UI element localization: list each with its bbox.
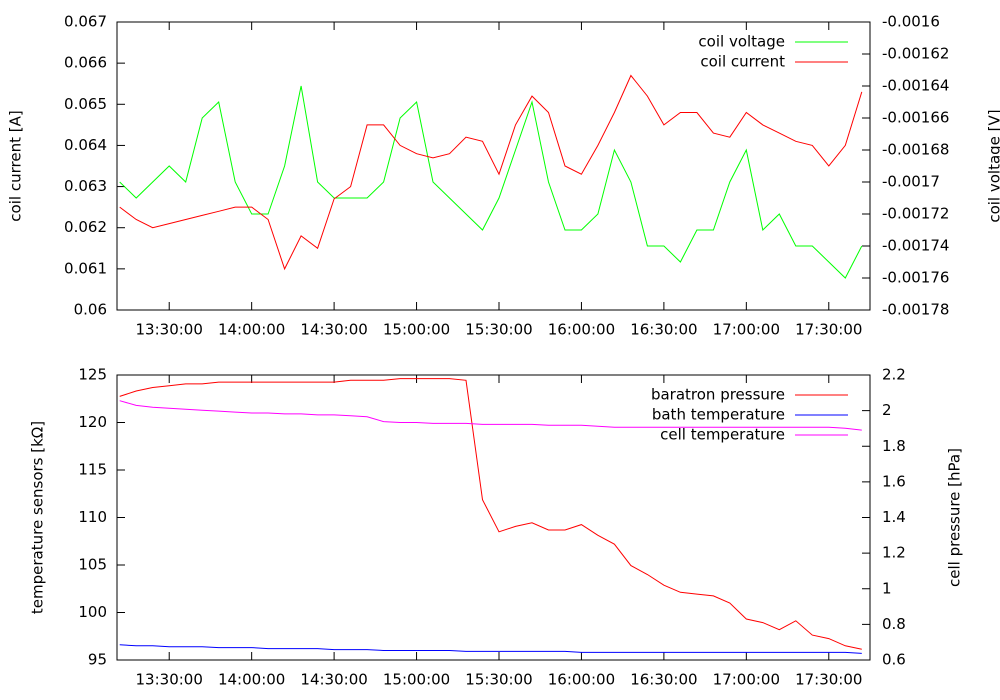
y-tick-label: 105 — [78, 556, 107, 574]
y-tick-label: 0.065 — [64, 95, 107, 113]
series-line — [119, 74, 863, 271]
x-tick-label: 17:00:00 — [713, 321, 780, 339]
y-axis-label: temperature sensors [kΩ] — [29, 421, 47, 614]
y2-tick-label: -0.00168 — [882, 141, 949, 159]
y-tick-label: 0.061 — [64, 259, 107, 277]
y-tick-label: 95 — [88, 651, 107, 669]
y-tick-label: 0.066 — [64, 54, 107, 72]
y2-axis-label: cell pressure [hPa] — [946, 448, 964, 587]
y2-tick-label: 1.6 — [882, 472, 906, 490]
y2-tick-label: 1.8 — [882, 437, 906, 455]
y2-tick-label: 1 — [882, 579, 892, 597]
x-tick-label: 13:30:00 — [136, 671, 203, 689]
y2-tick-label: 0.6 — [882, 651, 906, 669]
y2-tick-label: -0.00172 — [882, 205, 949, 223]
legend-label: coil current — [700, 53, 785, 71]
x-tick-label: 15:00:00 — [383, 321, 450, 339]
y-tick-label: 0.067 — [64, 13, 107, 31]
x-tick-label: 14:00:00 — [218, 321, 285, 339]
y-tick-label: 125 — [78, 366, 107, 384]
legend-label: cell temperature — [660, 426, 785, 444]
y-tick-label: 0.062 — [64, 218, 107, 236]
x-tick-label: 17:00:00 — [713, 671, 780, 689]
series-line — [119, 85, 863, 279]
x-tick-label: 14:30:00 — [300, 671, 367, 689]
x-tick-label: 16:30:00 — [630, 671, 697, 689]
y2-tick-label: -0.0016 — [882, 13, 940, 31]
x-tick-label: 15:30:00 — [465, 671, 532, 689]
y-tick-label: 115 — [78, 461, 107, 479]
y2-tick-label: -0.00178 — [882, 301, 949, 319]
legend-label: baratron pressure — [651, 386, 785, 404]
y-tick-label: 110 — [78, 508, 107, 526]
y2-tick-label: -0.00174 — [882, 237, 949, 255]
x-tick-label: 14:00:00 — [218, 671, 285, 689]
y2-tick-label: -0.00164 — [882, 77, 949, 95]
legend-label: bath temperature — [652, 406, 785, 424]
y2-tick-label: -0.00166 — [882, 109, 949, 127]
y2-tick-label: 2.2 — [882, 366, 906, 384]
x-tick-label: 16:30:00 — [630, 321, 697, 339]
x-tick-label: 16:00:00 — [548, 671, 615, 689]
series-line — [119, 400, 862, 431]
x-tick-label: 16:00:00 — [548, 321, 615, 339]
y-tick-label: 100 — [78, 603, 107, 621]
y2-tick-label: 1.2 — [882, 544, 906, 562]
series-line — [119, 378, 862, 650]
x-tick-label: 17:30:00 — [795, 321, 862, 339]
y2-tick-label: 0.8 — [882, 615, 906, 633]
y2-tick-label: -0.0017 — [882, 173, 940, 191]
y-tick-label: 0.063 — [64, 177, 107, 195]
y-tick-label: 0.064 — [64, 136, 107, 154]
legend-label: coil voltage — [698, 33, 785, 51]
y2-tick-label: 2 — [882, 401, 892, 419]
y2-tick-label: -0.00176 — [882, 269, 949, 287]
y2-tick-label: -0.00162 — [882, 45, 949, 63]
y-axis-label: coil current [A] — [7, 110, 25, 221]
x-tick-label: 15:00:00 — [383, 671, 450, 689]
x-tick-label: 13:30:00 — [136, 321, 203, 339]
y2-tick-label: 1.4 — [882, 508, 906, 526]
y-tick-label: 120 — [78, 413, 107, 431]
plot-frame — [116, 21, 871, 311]
series-line — [119, 644, 862, 654]
y2-axis-label: coil voltage [V] — [986, 109, 1000, 222]
x-tick-label: 15:30:00 — [465, 321, 532, 339]
y-tick-label: 0.06 — [74, 301, 107, 319]
x-tick-label: 17:30:00 — [795, 671, 862, 689]
x-tick-label: 14:30:00 — [300, 321, 367, 339]
